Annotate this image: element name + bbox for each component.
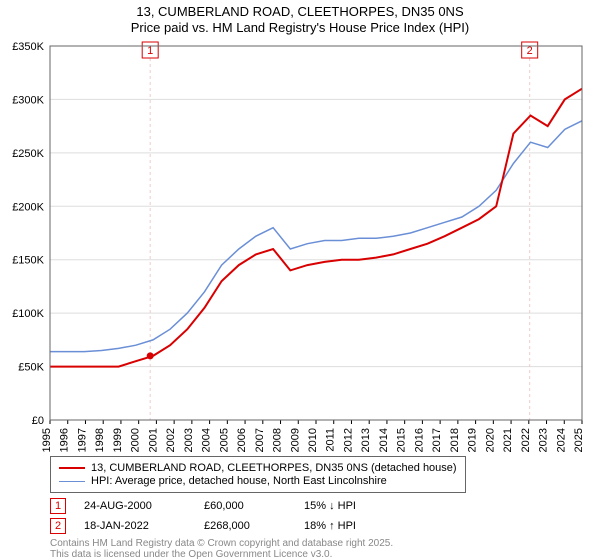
svg-text:2011: 2011	[325, 428, 337, 452]
sale-date: 24-AUG-2000	[84, 500, 204, 512]
sale-price: £60,000	[204, 500, 304, 512]
svg-text:2013: 2013	[360, 428, 372, 452]
svg-text:2018: 2018	[449, 428, 461, 452]
legend-swatch	[59, 467, 85, 469]
svg-text:£200K: £200K	[12, 201, 44, 213]
legend-label: HPI: Average price, detached house, Nort…	[91, 475, 387, 487]
sale-date: 18-JAN-2022	[84, 520, 204, 532]
svg-text:2010: 2010	[307, 428, 319, 452]
svg-text:£250K: £250K	[12, 148, 44, 160]
svg-text:2015: 2015	[396, 428, 408, 452]
svg-text:2007: 2007	[254, 428, 266, 452]
sale-row: 2 18-JAN-2022 £268,000 18% ↑ HPI	[50, 518, 356, 534]
svg-text:2017: 2017	[431, 428, 443, 452]
svg-text:2024: 2024	[555, 428, 567, 452]
legend: 13, CUMBERLAND ROAD, CLEETHORPES, DN35 0…	[50, 456, 466, 493]
footnote-line: This data is licensed under the Open Gov…	[50, 549, 332, 560]
legend-item: HPI: Average price, detached house, Nort…	[59, 475, 457, 487]
sale-price: £268,000	[204, 520, 304, 532]
legend-item: 13, CUMBERLAND ROAD, CLEETHORPES, DN35 0…	[59, 462, 457, 474]
sale-delta: 18% ↑ HPI	[304, 520, 356, 532]
svg-text:2006: 2006	[236, 428, 248, 452]
svg-text:1995: 1995	[41, 428, 53, 452]
svg-text:2000: 2000	[130, 428, 142, 452]
svg-text:2019: 2019	[467, 428, 479, 452]
sale-row: 1 24-AUG-2000 £60,000 15% ↓ HPI	[50, 498, 356, 514]
svg-text:2016: 2016	[413, 428, 425, 452]
svg-text:£150K: £150K	[12, 255, 44, 267]
svg-text:1996: 1996	[59, 428, 71, 452]
svg-text:2003: 2003	[183, 428, 195, 452]
copyright-footnote: Contains HM Land Registry data © Crown c…	[50, 538, 393, 560]
legend-label: 13, CUMBERLAND ROAD, CLEETHORPES, DN35 0…	[91, 462, 457, 474]
svg-text:£300K: £300K	[12, 94, 44, 106]
svg-text:2005: 2005	[218, 428, 230, 452]
svg-text:1997: 1997	[76, 428, 88, 452]
footnote-line: Contains HM Land Registry data © Crown c…	[50, 538, 393, 549]
svg-text:2023: 2023	[538, 428, 550, 452]
svg-text:1: 1	[147, 45, 153, 57]
svg-text:2021: 2021	[502, 428, 514, 452]
svg-text:2022: 2022	[520, 428, 532, 452]
price-chart: £0 £50K £100K £150K £200K £250K £300K £350K 1995…	[0, 0, 600, 452]
svg-text:2004: 2004	[201, 428, 213, 452]
svg-text:2: 2	[527, 45, 533, 57]
svg-text:1998: 1998	[94, 428, 106, 452]
sale-marker-icon: 1	[50, 498, 66, 514]
svg-text:£50K: £50K	[18, 362, 44, 374]
svg-text:2009: 2009	[289, 428, 301, 452]
sale-delta: 15% ↓ HPI	[304, 500, 356, 512]
svg-text:2014: 2014	[378, 428, 390, 452]
svg-text:2020: 2020	[484, 428, 496, 452]
svg-text:2008: 2008	[272, 428, 284, 452]
svg-text:2001: 2001	[147, 428, 159, 452]
svg-text:£0: £0	[32, 415, 44, 427]
sale-marker-icon: 2	[50, 518, 66, 534]
svg-text:£350K: £350K	[12, 41, 44, 53]
svg-text:2025: 2025	[573, 428, 585, 452]
svg-text:2012: 2012	[342, 428, 354, 452]
legend-swatch	[59, 481, 85, 482]
svg-text:2002: 2002	[165, 428, 177, 452]
svg-text:£100K: £100K	[12, 308, 44, 320]
svg-text:1999: 1999	[112, 428, 124, 452]
